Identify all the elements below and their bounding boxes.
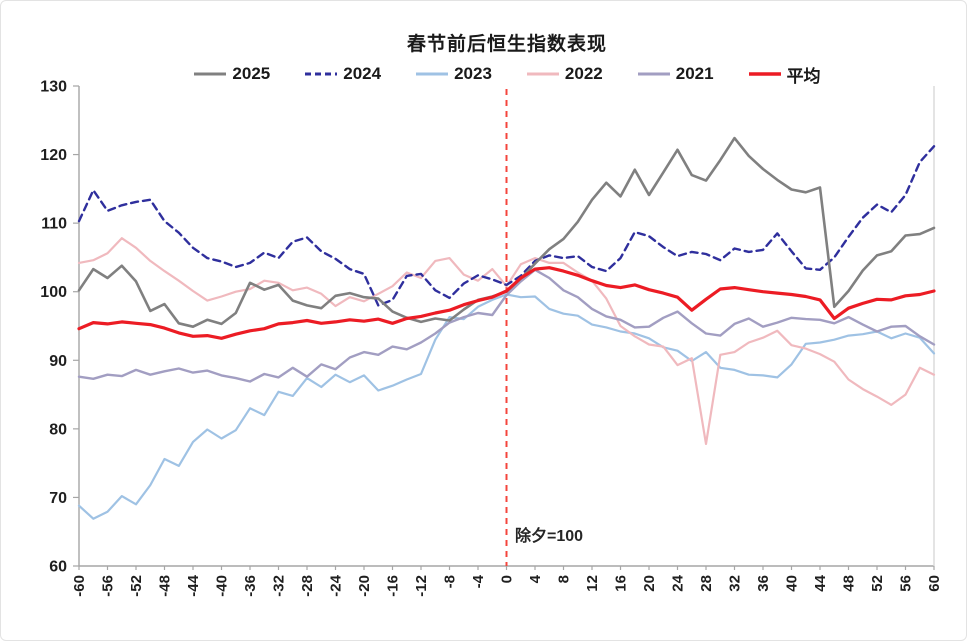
y-axis-tick-label: 120 [40,147,67,164]
x-axis-tick-label: -20 [356,575,373,597]
x-axis-tick-label: -56 [100,575,117,597]
x-axis-tick-label: 44 [812,574,829,591]
legend-item-2023: 2023 [415,64,492,84]
x-axis-tick-label: -28 [299,575,316,597]
x-axis-tick-label: -16 [385,575,402,597]
legend-label-2023: 2023 [454,64,492,83]
legend-label-平均: 平均 [786,66,821,86]
x-axis-tick-label: -12 [413,575,430,597]
x-axis-tick-label: 36 [755,575,772,592]
legend-swatch-平均 [748,72,781,76]
series-line-2022 [77,237,936,445]
x-axis-tick-label: 48 [841,575,858,592]
y-axis-tick-label: 90 [49,353,67,370]
series-lines [77,136,936,520]
legend-swatch-2023 [416,72,449,76]
x-axis-tick-label: 52 [869,575,886,592]
x-axis-tick-label: -60 [71,575,88,597]
chart-title: 春节前后恒生指数表现 [406,34,607,55]
legend-swatch-2022 [526,72,559,76]
x-axis-tick-label: -40 [214,575,231,597]
x-axis-tick-label: -52 [128,575,145,597]
x-axis-tick-label: 4 [527,574,544,583]
x-axis-tick-label: -8 [442,575,459,588]
legend-swatch-2025 [194,72,227,76]
legend-item-2021: 2021 [637,64,714,84]
legend-item-2022: 2022 [526,64,603,84]
legend-label-2022: 2022 [564,64,603,83]
x-axis-tick-label: -36 [242,575,259,597]
legend-item-2025: 2025 [193,64,270,84]
x-axis-tick-label: -32 [271,575,288,597]
legend-label-2024: 2024 [343,64,382,83]
legend: 2025 2024 2023 2022 2021 平均 [79,61,935,87]
x-axis-tick-label: -24 [328,574,345,596]
x-axis-tick-label: 0 [499,575,516,583]
x-axis-tick-label: 20 [641,575,658,592]
series-line-平均 [77,266,936,340]
x-axis-tick-label: 28 [698,575,715,592]
legend-item-2024: 2024 [304,64,381,84]
y-axis-tick-label: 80 [49,421,67,438]
x-axis-tick-label: -48 [157,575,174,597]
legend-swatch-2024 [305,72,338,76]
y-axis-tick-label: 60 [49,559,67,576]
legend-label-2021: 2021 [675,64,714,83]
x-axis-tick-label: 60 [926,575,943,592]
x-axis-tick-label: 40 [784,575,801,592]
x-axis-tick-label: 24 [670,574,687,591]
series-line-2024 [77,145,936,307]
y-axis-tick-label: 100 [40,284,67,301]
series-line-2021 [77,268,936,383]
y-axis-tick-label: 110 [41,216,67,233]
x-axis-tick-label: 56 [898,575,915,592]
x-axis-tick-label: -44 [185,574,202,596]
eve-annotation: 除夕=100 [515,526,583,545]
x-axis-tick-label: 12 [584,575,601,592]
x-axis-tick-label: 32 [727,575,744,592]
x-axis-tick-label: -4 [470,574,487,588]
x-axis-tick-label: 16 [613,575,630,592]
legend-swatch-2021 [637,72,670,76]
x-axis-tick-label: 8 [556,575,573,583]
y-axis-tick-label: 70 [49,490,67,507]
y-axis-tick-label: 130 [40,79,67,96]
legend-label-2025: 2025 [232,64,271,83]
legend-item-平均: 平均 [748,62,821,87]
